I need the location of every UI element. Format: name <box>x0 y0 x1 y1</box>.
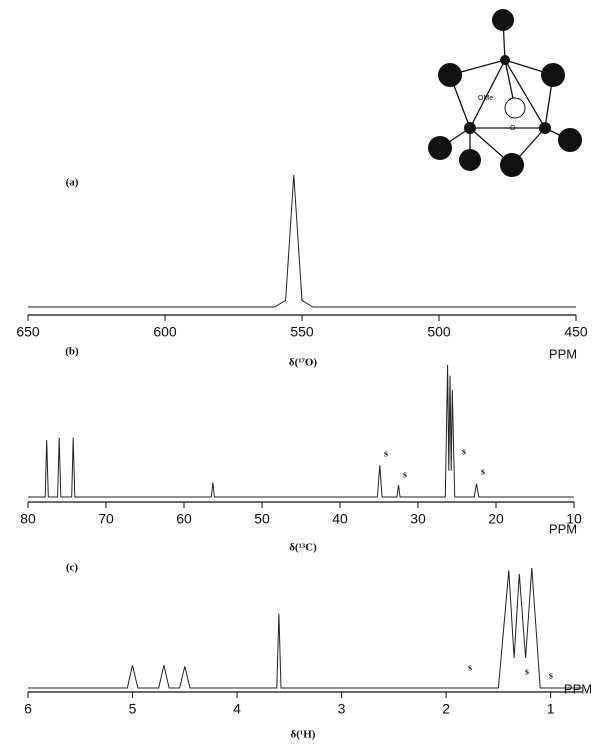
x-tick-label: 650 <box>16 324 40 340</box>
x-tick-label: 1 <box>547 701 555 717</box>
panel-label: (a) <box>66 177 79 189</box>
x-axis-label: δ(¹H) <box>291 729 316 741</box>
panel-label: (b) <box>65 346 79 358</box>
x-axis-label: δ(¹³C) <box>289 542 317 554</box>
x-tick-label: 80 <box>20 511 36 527</box>
x-axis-units: PPM <box>564 681 592 696</box>
x-tick-label: 50 <box>254 511 270 527</box>
molecule-label: O <box>510 125 516 132</box>
x-tick-label: 3 <box>338 701 346 717</box>
x-tick-label: 60 <box>176 511 192 527</box>
molecule-drawing <box>428 9 582 177</box>
x-tick-label: 600 <box>153 324 177 340</box>
x-tick-label: 2 <box>442 701 450 717</box>
annotation: s <box>525 666 529 677</box>
x-tick-label: 40 <box>332 511 348 527</box>
spectrum-line <box>28 568 582 688</box>
spectrum-line <box>28 175 576 307</box>
x-tick-label: 550 <box>290 324 314 340</box>
annotation: s <box>468 662 472 673</box>
annotation: s <box>549 670 553 681</box>
x-tick-label: 6 <box>24 701 32 717</box>
x-axis-units: PPM <box>549 521 577 536</box>
spectrum-line <box>28 365 574 497</box>
x-axis-label: δ(¹⁷O) <box>289 357 318 369</box>
x-tick-label: 70 <box>98 511 114 527</box>
molecule-label: OMe <box>478 95 493 102</box>
x-tick-label: 5 <box>129 701 137 717</box>
x-tick-label: 450 <box>564 324 588 340</box>
annotation: s <box>384 448 388 459</box>
x-axis-units: PPM <box>549 346 577 361</box>
annotation: s <box>462 446 466 457</box>
x-tick-label: 500 <box>427 324 451 340</box>
annotation: s <box>481 466 485 477</box>
annotation: s <box>403 469 407 480</box>
x-tick-label: 30 <box>410 511 426 527</box>
panel-label: (c) <box>66 562 79 574</box>
x-tick-label: 20 <box>488 511 504 527</box>
x-tick-label: 4 <box>233 701 241 717</box>
figure: OMe O s s s s s s s 650600550500450(a)δ(… <box>0 0 598 745</box>
